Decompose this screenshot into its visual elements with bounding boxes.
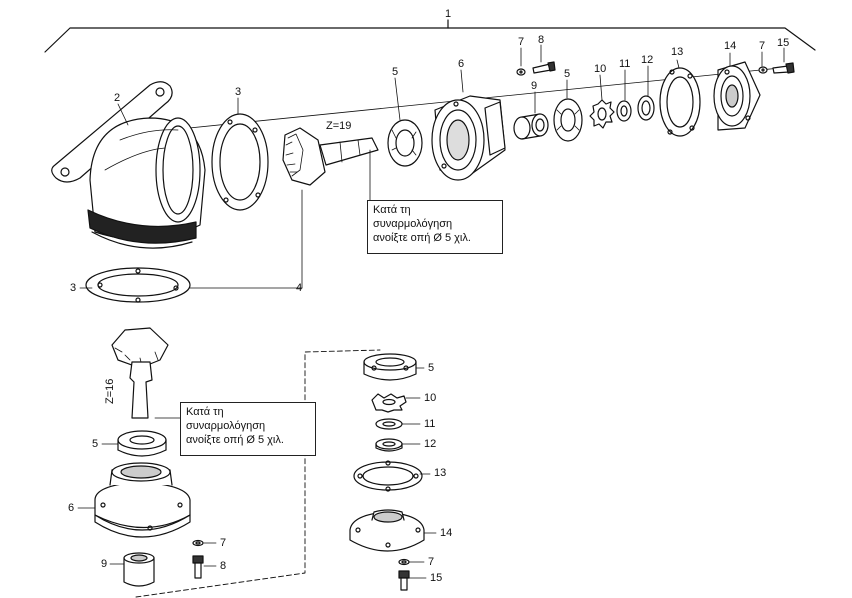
detail-dashed-link bbox=[135, 349, 381, 598]
gasket-cover-upper bbox=[659, 67, 701, 137]
pinion-gear-lower bbox=[111, 327, 169, 419]
gasket-upper bbox=[211, 113, 269, 211]
note-upper-line1: Κατά τη bbox=[373, 204, 411, 216]
washer-upper-b bbox=[758, 66, 768, 74]
callout-bearing-lower: 5 bbox=[92, 438, 99, 450]
flange-upper bbox=[431, 95, 506, 181]
washer-lower bbox=[192, 539, 204, 547]
callout-bolt-upper: 8 bbox=[538, 34, 545, 46]
bearing-upper bbox=[387, 119, 423, 167]
callout-gasket-upper: 3 bbox=[235, 86, 242, 98]
lockwasher-detail bbox=[371, 393, 407, 413]
screw-detail bbox=[398, 570, 410, 591]
callout-flange-upper: 6 bbox=[458, 58, 465, 70]
callout-gasket-cover-detail: 13 bbox=[434, 467, 447, 479]
bearing-upper-b bbox=[553, 98, 583, 142]
lockwasher-upper bbox=[589, 99, 615, 129]
callout-nut-upper: 11 bbox=[619, 58, 631, 70]
note-lower-line2: συναρμολόγηση bbox=[186, 420, 266, 432]
gasket-cover-detail bbox=[353, 460, 423, 492]
note-upper-line2: συναρμολόγηση bbox=[373, 218, 453, 230]
callout-lockwasher-detail: 10 bbox=[424, 392, 437, 404]
note-lower-line3: ανοίξτε οπή Ø 5 χιλ. bbox=[186, 434, 284, 446]
callout-gear-ring: 4 bbox=[296, 282, 303, 294]
callout-cover-detail: 14 bbox=[440, 527, 453, 539]
callout-ring-upper: 12 bbox=[641, 54, 654, 66]
callout-bearing-upper-b: 5 bbox=[564, 68, 571, 80]
elbow-housing bbox=[87, 117, 206, 249]
ring-upper bbox=[637, 95, 655, 121]
callout-bracket-housing: 2 bbox=[114, 92, 121, 104]
washer-detail bbox=[398, 558, 410, 566]
callout-washer-lower: 7 bbox=[220, 537, 227, 549]
callout-lockwasher-upper: 10 bbox=[594, 63, 607, 75]
bearing-lower bbox=[117, 430, 167, 457]
callout-bearing-upper: 5 bbox=[392, 66, 399, 78]
assembly-bracket-line bbox=[44, 19, 816, 53]
assembly-note-upper: Κατά τη συναρμολόγηση ανοίξτε οπή Ø 5 χι… bbox=[367, 200, 503, 254]
callout-gasket-lower: 3 bbox=[70, 282, 77, 294]
callout-screw-upper: 15 bbox=[777, 37, 790, 49]
callout-bolt-lower: 8 bbox=[220, 560, 227, 572]
ring-detail bbox=[375, 438, 403, 452]
note-upper-line3: ανοίξτε οπή Ø 5 χιλ. bbox=[373, 232, 471, 244]
nut-upper bbox=[616, 100, 632, 122]
callout-screw-detail: 15 bbox=[430, 572, 443, 584]
callout-sleeve-upper: 9 bbox=[531, 80, 538, 92]
callout-cover-upper: 14 bbox=[724, 40, 737, 52]
callout-assembly: 1 bbox=[445, 8, 452, 20]
callout-bearing-detail: 5 bbox=[428, 362, 435, 374]
callout-flange-lower: 6 bbox=[68, 502, 75, 514]
sleeve-lower bbox=[123, 552, 155, 587]
washer-upper-a bbox=[516, 68, 526, 76]
note-lower-line1: Κατά τη bbox=[186, 406, 224, 418]
nut-detail bbox=[375, 418, 403, 430]
callout-washer-upper-a: 7 bbox=[518, 36, 525, 48]
cover-detail bbox=[349, 509, 425, 552]
callout-gasket-cover-upper: 13 bbox=[671, 46, 684, 58]
gasket-lower bbox=[85, 267, 191, 303]
bolt-lower bbox=[192, 555, 204, 579]
callout-nut-detail: 11 bbox=[424, 418, 436, 430]
screw-upper bbox=[772, 62, 795, 74]
callout-ring-detail: 12 bbox=[424, 438, 437, 450]
callout-washer-upper-b: 7 bbox=[759, 40, 766, 52]
callout-sleeve-lower: 9 bbox=[101, 558, 108, 570]
assembly-note-lower: Κατά τη συναρμολόγηση ανοίξτε οπή Ø 5 χι… bbox=[180, 402, 316, 456]
bolt-upper bbox=[532, 61, 556, 74]
teeth-count-upper: Z=19 bbox=[326, 120, 352, 132]
teeth-count-lower: Z=16 bbox=[104, 378, 116, 404]
callout-washer-detail: 7 bbox=[428, 556, 435, 568]
cover-upper bbox=[713, 61, 761, 131]
flange-lower bbox=[94, 462, 191, 538]
pinion-gear-upper bbox=[282, 127, 379, 186]
bearing-detail bbox=[363, 353, 417, 381]
sleeve-upper bbox=[513, 113, 549, 140]
leader-lines bbox=[77, 44, 785, 579]
